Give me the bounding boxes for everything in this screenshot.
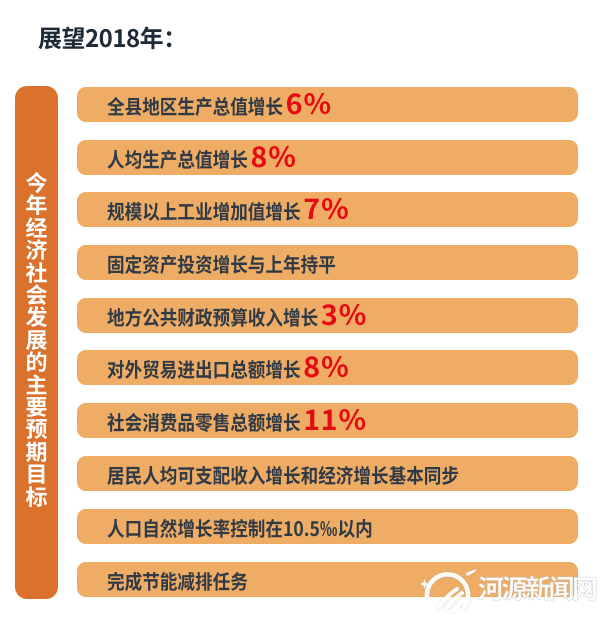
goal-text: 居民人均可支配收入增长和经济增长基本同步 <box>107 459 459 489</box>
goal-bar-5: 地方公共财政预算收入增长3％ <box>77 298 578 333</box>
star-sparkle-icon <box>420 579 430 589</box>
goal-bar-1: 全县地区生产总值增长6％ <box>77 87 578 122</box>
goal-text-line: 固定资产投资增长与上年持平 <box>107 237 338 273</box>
goal-text: 社会消费品零售总额增长 <box>107 406 301 436</box>
goal-text-line: 人口自然增长率控制在10.5‰以内 <box>107 501 375 537</box>
goal-text: 固定资产投资增长与上年持平 <box>107 248 336 278</box>
goal-text: 对外贸易进出口总额增长 <box>107 353 301 383</box>
goal-text: 完成节能减排任务 <box>107 565 248 595</box>
goal-bar-8: 居民人均可支配收入增长和经济增长基本同步 <box>77 456 578 491</box>
goal-text: 全县地区生产总值增长 <box>107 90 283 120</box>
goal-text-line: 完成节能减排任务 <box>107 554 250 590</box>
goal-text: 人均生产总值增长 <box>107 143 248 173</box>
side-label-pill: 今年经济社会发展的主要预期目标 <box>15 86 58 599</box>
side-label-text: 今年经济社会发展的主要预期目标 <box>25 165 48 512</box>
goal-bar-9: 人口自然增长率控制在10.5‰以内 <box>77 509 578 544</box>
goal-text: 地方公共财政预算收入增长 <box>107 301 319 331</box>
watermark-site-name: 河源新闻网 <box>478 569 599 607</box>
goal-bar-3: 规模以上工业增加值增长7％ <box>77 192 578 227</box>
goal-text-line: 人均生产总值增长8％ <box>107 134 297 175</box>
goal-bar-6: 对外贸易进出口总额增长8％ <box>77 350 578 385</box>
goal-text-line: 规模以上工业增加值增长7％ <box>107 186 350 227</box>
goal-text: 规模以上工业增加值增长 <box>107 195 301 225</box>
goal-bar-10: 完成节能减排任务 <box>77 562 578 597</box>
goal-text-line: 居民人均可支配收入增长和经济增长基本同步 <box>107 448 462 484</box>
goal-text-line: 地方公共财政预算收入增长3％ <box>107 292 368 333</box>
page-title: 展望2018年： <box>38 19 187 54</box>
goal-text-line: 对外贸易进出口总额增长8％ <box>107 344 350 385</box>
goal-bar-7: 社会消费品零售总额增长11％ <box>77 403 578 438</box>
watermark: 河源新闻网 <box>420 560 600 615</box>
goal-bar-2: 人均生产总值增长8％ <box>77 140 578 175</box>
goal-bar-4: 固定资产投资增长与上年持平 <box>77 245 578 280</box>
goal-text-line: 社会消费品零售总额增长11％ <box>107 397 368 438</box>
goal-text-line: 全县地区生产总值增长6％ <box>107 81 333 122</box>
news-site-logo-icon <box>420 569 477 613</box>
goal-text: 人口自然增长率控制在10.5‰以内 <box>107 512 373 542</box>
